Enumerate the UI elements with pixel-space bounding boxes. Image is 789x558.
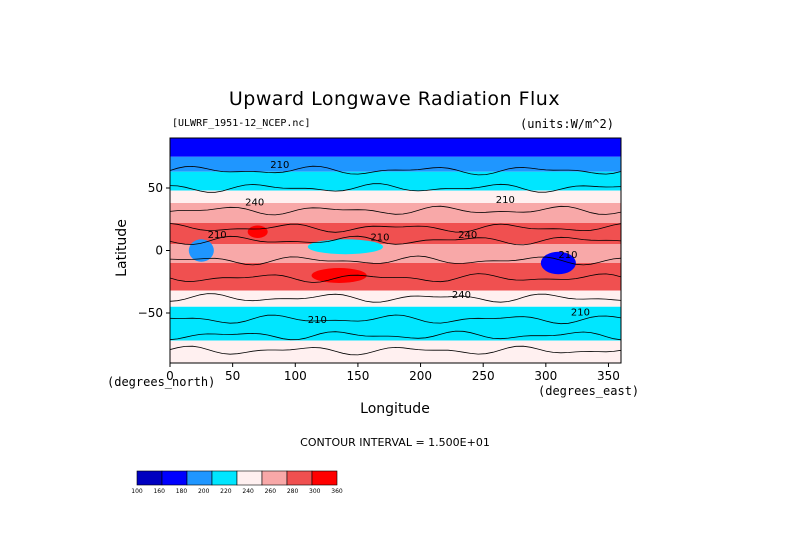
contour-label: 210 [270, 160, 289, 171]
contour-label: 210 [208, 230, 227, 241]
heatmap-band [170, 203, 621, 223]
heatmap-patch [426, 250, 490, 263]
contour-label: 240 [458, 230, 477, 241]
chart-title: Upward Longwave Radiation Flux [228, 88, 561, 110]
colorbar-label: 180 [176, 488, 188, 495]
units-label: (units:W/m^2) [520, 117, 614, 131]
x-tick-label: 50 [225, 369, 240, 383]
x-tick-label: 350 [597, 369, 620, 383]
colorbar-label: 240 [242, 488, 254, 495]
contour-line [170, 183, 621, 193]
x-tick-label: 250 [472, 369, 495, 383]
colorbar-swatch [236, 470, 263, 486]
contour-line [170, 255, 621, 266]
colorbar-swatch [311, 470, 338, 486]
x-tick-label: 0 [166, 369, 174, 383]
contour-line [170, 330, 621, 341]
heatmap-band [170, 340, 621, 363]
colorbar-swatch [186, 470, 213, 486]
contour-label: 240 [452, 290, 471, 301]
x-unit-label-east: (degrees_east) [538, 384, 640, 398]
contour-line [170, 345, 621, 356]
heatmap-band [170, 156, 621, 172]
contour-label: 240 [245, 198, 264, 209]
x-tick-label: 100 [284, 369, 307, 383]
colorbar-label: 160 [153, 488, 165, 495]
y-tick-label: −50 [138, 306, 163, 320]
contour-line [170, 273, 621, 283]
colorbar-label: 100 [131, 488, 143, 495]
colorbar-swatch [161, 470, 188, 486]
heatmap-band [170, 138, 621, 157]
x-tick-label: 200 [409, 369, 432, 383]
contour-line [170, 293, 621, 303]
heatmap-band [170, 223, 621, 245]
heatmap-band [170, 306, 621, 341]
y-tick-label: 50 [148, 181, 163, 195]
contour-label: 210 [558, 250, 577, 261]
contour-label: 210 [496, 195, 515, 206]
colorbar-swatch [286, 470, 313, 486]
contour-line [170, 205, 621, 216]
heatmap-patch [307, 239, 383, 255]
colorbar-label: 280 [287, 488, 299, 495]
heatmap-patch [247, 225, 268, 238]
heatmap-patch [188, 239, 214, 262]
colorbar-label: 220 [220, 488, 232, 495]
x-tick-label: 300 [534, 369, 557, 383]
contour-line [170, 314, 621, 325]
heatmap-band [170, 190, 621, 203]
colorbar-swatch [211, 470, 238, 486]
colorbar-swatch [136, 470, 163, 486]
colorbar-label: 360 [331, 488, 343, 495]
y-tick-label: 0 [155, 244, 163, 258]
contour-line [170, 165, 621, 176]
contour-line [170, 235, 621, 246]
contour-label: 210 [308, 315, 327, 326]
x-tick-label: 150 [346, 369, 369, 383]
heatmap-band [170, 171, 621, 191]
colorbar-label: 260 [265, 488, 277, 495]
contour-interval-note: CONTOUR INTERVAL = 1.500E+01 [300, 436, 490, 449]
colorbar-swatch [261, 470, 288, 486]
contour-line [170, 223, 621, 233]
colorbar-label: 300 [309, 488, 321, 495]
file-label: [ULWRF_1951-12_NCEP.nc] [172, 118, 311, 129]
x-axis-label: Longitude [360, 401, 430, 417]
colorbar-label: 200 [198, 488, 210, 495]
contour-label: 210 [370, 233, 389, 244]
heatmap-patch [311, 268, 367, 283]
contour-label: 210 [571, 308, 590, 319]
x-unit-label: (degrees_north) [107, 375, 216, 389]
